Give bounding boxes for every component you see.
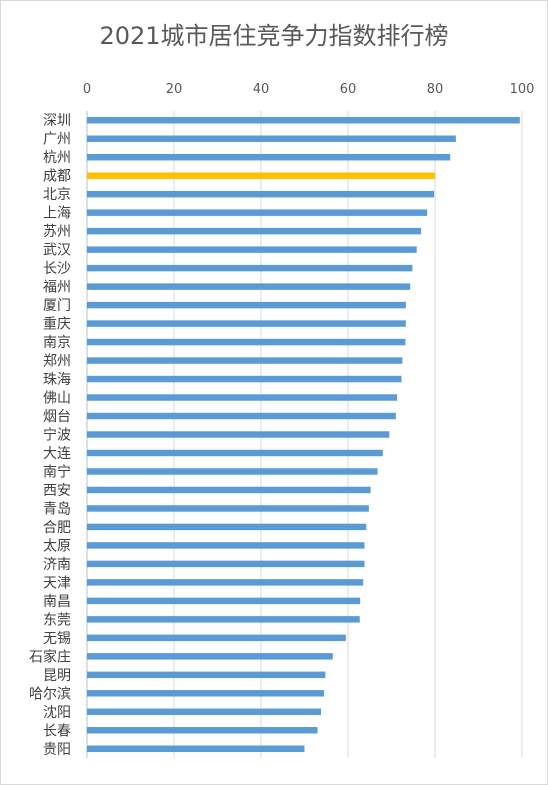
bar [87, 542, 365, 549]
category-label: 武汉 [43, 243, 71, 259]
bar [87, 375, 402, 383]
bar [87, 486, 371, 494]
bar [87, 264, 413, 272]
category-label: 无锡 [43, 631, 71, 647]
category-label: 济南 [43, 557, 71, 573]
category-label: 苏州 [43, 224, 71, 240]
category-label: 东莞 [43, 612, 71, 628]
category-label: 厦门 [43, 298, 71, 314]
bar [87, 172, 435, 179]
bar [87, 320, 406, 327]
category-label: 天津 [43, 575, 71, 591]
bar [87, 412, 396, 420]
category-label: 石家庄 [29, 648, 71, 665]
category-label: 合肥 [43, 520, 71, 536]
bar [87, 227, 422, 235]
x-tick-label: 60 [340, 82, 357, 97]
category-label: 广州 [43, 132, 71, 148]
category-label: 南昌 [43, 594, 71, 610]
category-label: 长春 [43, 723, 71, 739]
bar [87, 634, 346, 642]
category-label: 长沙 [43, 261, 71, 277]
bar [87, 301, 406, 309]
bar [87, 690, 325, 697]
category-label: 烟台 [43, 409, 71, 425]
bar [87, 468, 378, 475]
x-tick-label: 100 [510, 82, 535, 97]
bar [87, 505, 369, 512]
category-label: 西安 [43, 483, 71, 499]
bar [87, 283, 411, 290]
bar [87, 117, 520, 124]
bar [87, 579, 364, 586]
category-label: 重庆 [43, 317, 71, 333]
bar [87, 357, 403, 364]
bar [87, 671, 326, 679]
bar [87, 431, 390, 438]
category-label: 上海 [43, 206, 71, 222]
bar [87, 338, 406, 346]
x-tick-label: 40 [253, 82, 270, 97]
bar [87, 394, 398, 401]
chart-title: 2021城市居住竞争力指数排行榜 [99, 22, 449, 50]
x-tick-label: 0 [83, 82, 91, 97]
bar [87, 708, 322, 716]
bar [87, 449, 383, 457]
bar [87, 653, 333, 660]
bar [87, 597, 361, 605]
bar [87, 190, 435, 198]
bar [87, 560, 365, 568]
category-label: 沈阳 [43, 705, 71, 721]
bar [87, 209, 428, 216]
bar [87, 727, 318, 734]
category-label: 珠海 [43, 372, 71, 388]
x-tick-label: 80 [427, 82, 444, 97]
category-label: 福州 [43, 280, 71, 296]
category-label: 太原 [43, 538, 71, 554]
bar [87, 153, 451, 161]
category-label: 昆明 [43, 668, 71, 684]
bar [87, 135, 456, 142]
category-label: 佛山 [43, 391, 71, 407]
category-label: 贵阳 [43, 742, 71, 758]
bar [87, 745, 305, 752]
bar [87, 523, 367, 531]
category-label: 深圳 [43, 113, 71, 129]
category-label: 杭州 [43, 150, 71, 166]
category-label: 宁波 [43, 427, 71, 444]
category-label: 郑州 [43, 354, 71, 370]
category-label: 南京 [43, 335, 71, 351]
category-label: 成都 [43, 169, 71, 185]
category-label: 大连 [43, 446, 71, 462]
bar [87, 616, 360, 623]
x-tick-label: 20 [166, 82, 183, 97]
category-label: 哈尔滨 [29, 686, 71, 702]
category-label: 青岛 [43, 501, 71, 517]
category-label: 南宁 [43, 463, 71, 480]
category-label: 北京 [43, 187, 71, 203]
bar [87, 246, 417, 253]
